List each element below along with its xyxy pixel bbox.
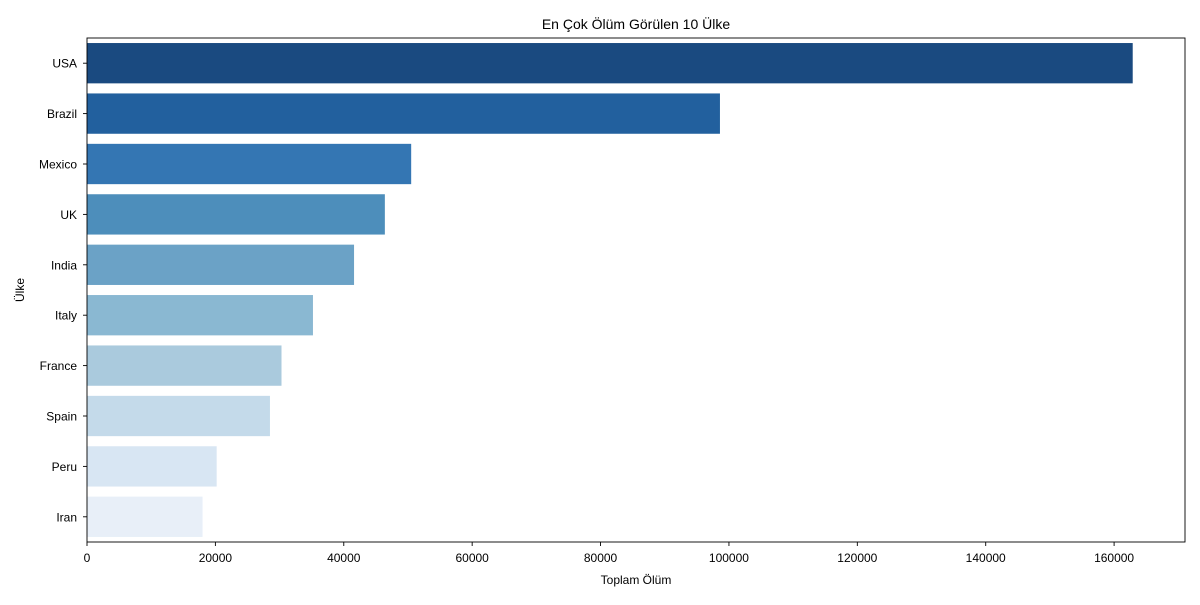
- y-tick-label: France: [40, 359, 78, 373]
- y-tick-label: India: [51, 258, 77, 272]
- bar-brazil: [87, 93, 720, 134]
- x-tick-label: 120000: [837, 551, 877, 565]
- y-tick-label: Italy: [55, 309, 77, 323]
- x-tick-label: 100000: [709, 551, 749, 565]
- bar-peru: [87, 446, 217, 487]
- x-tick-label: 160000: [1094, 551, 1134, 565]
- x-axis-title: Toplam Ölüm: [601, 573, 672, 587]
- y-tick-label: Spain: [46, 410, 77, 424]
- bar-italy: [87, 295, 313, 336]
- bar-usa: [87, 43, 1133, 84]
- x-tick-label: 20000: [199, 551, 233, 565]
- y-tick-label: Mexico: [39, 158, 77, 172]
- x-tick-label: 40000: [327, 551, 361, 565]
- y-axis: USA Brazil Mexico UK India Italy France Spain Pe…: [39, 57, 87, 524]
- y-axis-title: Ülke: [13, 278, 27, 302]
- y-tick-label: USA: [52, 57, 77, 71]
- x-tick-label: 80000: [584, 551, 618, 565]
- bar-iran: [87, 496, 203, 537]
- chart-title: En Çok Ölüm Görülen 10 Ülke: [542, 15, 731, 32]
- bars-layer: [87, 43, 1133, 537]
- bar-france: [87, 345, 282, 386]
- y-tick-label: Peru: [52, 460, 77, 474]
- bar-spain: [87, 395, 270, 437]
- x-tick-label: 60000: [455, 551, 489, 565]
- x-axis: 0 20000 40000 60000 80000 100000 120000 140000 1…: [84, 542, 1134, 565]
- y-tick-label: Iran: [56, 510, 77, 524]
- plot-frame: [86, 37, 1186, 543]
- x-tick-label: 0: [84, 551, 91, 565]
- bar-uk: [87, 194, 385, 235]
- bar-mexico: [87, 143, 412, 185]
- y-tick-label: Brazil: [47, 107, 77, 121]
- bar-india: [87, 244, 355, 285]
- x-tick-label: 140000: [966, 551, 1006, 565]
- y-tick-label: UK: [60, 208, 77, 222]
